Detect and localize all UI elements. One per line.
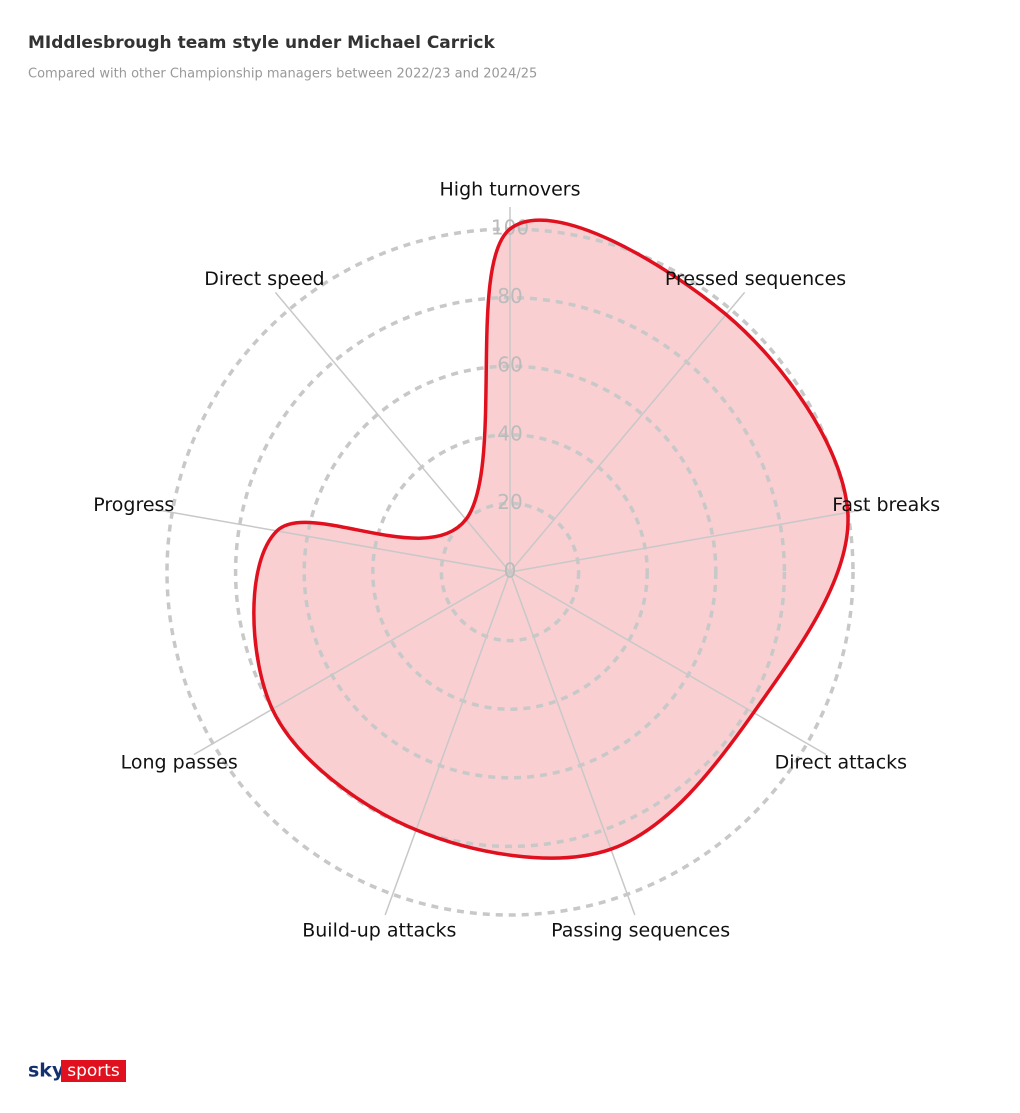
spoke [509,571,827,756]
r-tick-label: 80 [497,284,522,308]
radar-area [253,220,849,859]
spoke [150,507,511,573]
grid-circle [233,295,787,849]
radar-line [252,218,850,860]
axis-label: Build-up attacks [302,919,456,941]
logo-box [61,1060,126,1082]
r-tick-label: 40 [497,421,522,445]
r-tick-label: 0 [504,559,517,583]
chart-title: MIddlesbrough team style under Michael C… [28,33,495,53]
logo: sky sports [28,1060,126,1082]
spoke [509,507,870,573]
grid-circle [439,501,581,643]
axis-label: Direct attacks [775,752,907,774]
axis-label: Progress [93,494,174,516]
r-tick-label: 60 [497,353,522,377]
logo-product: sports [67,1061,120,1081]
axis-label: Passing sequences [551,919,730,941]
spoke [509,571,636,916]
axis-label: Pressed sequences [665,268,846,290]
spoke [384,571,511,916]
axis-label: Fast breaks [832,494,940,516]
spoke [509,291,746,573]
axis-label: Long passes [121,752,238,774]
grid-circle [371,433,649,711]
axis-label: High turnovers [440,179,581,201]
spoke [274,291,511,573]
axis-label: Direct speed [204,268,324,290]
r-tick-label: 20 [497,490,522,514]
chart-subtitle: Compared with other Championship manager… [28,67,537,82]
grid-circle [302,364,718,780]
spoke [193,571,511,756]
logo-brand: sky [28,1060,65,1082]
